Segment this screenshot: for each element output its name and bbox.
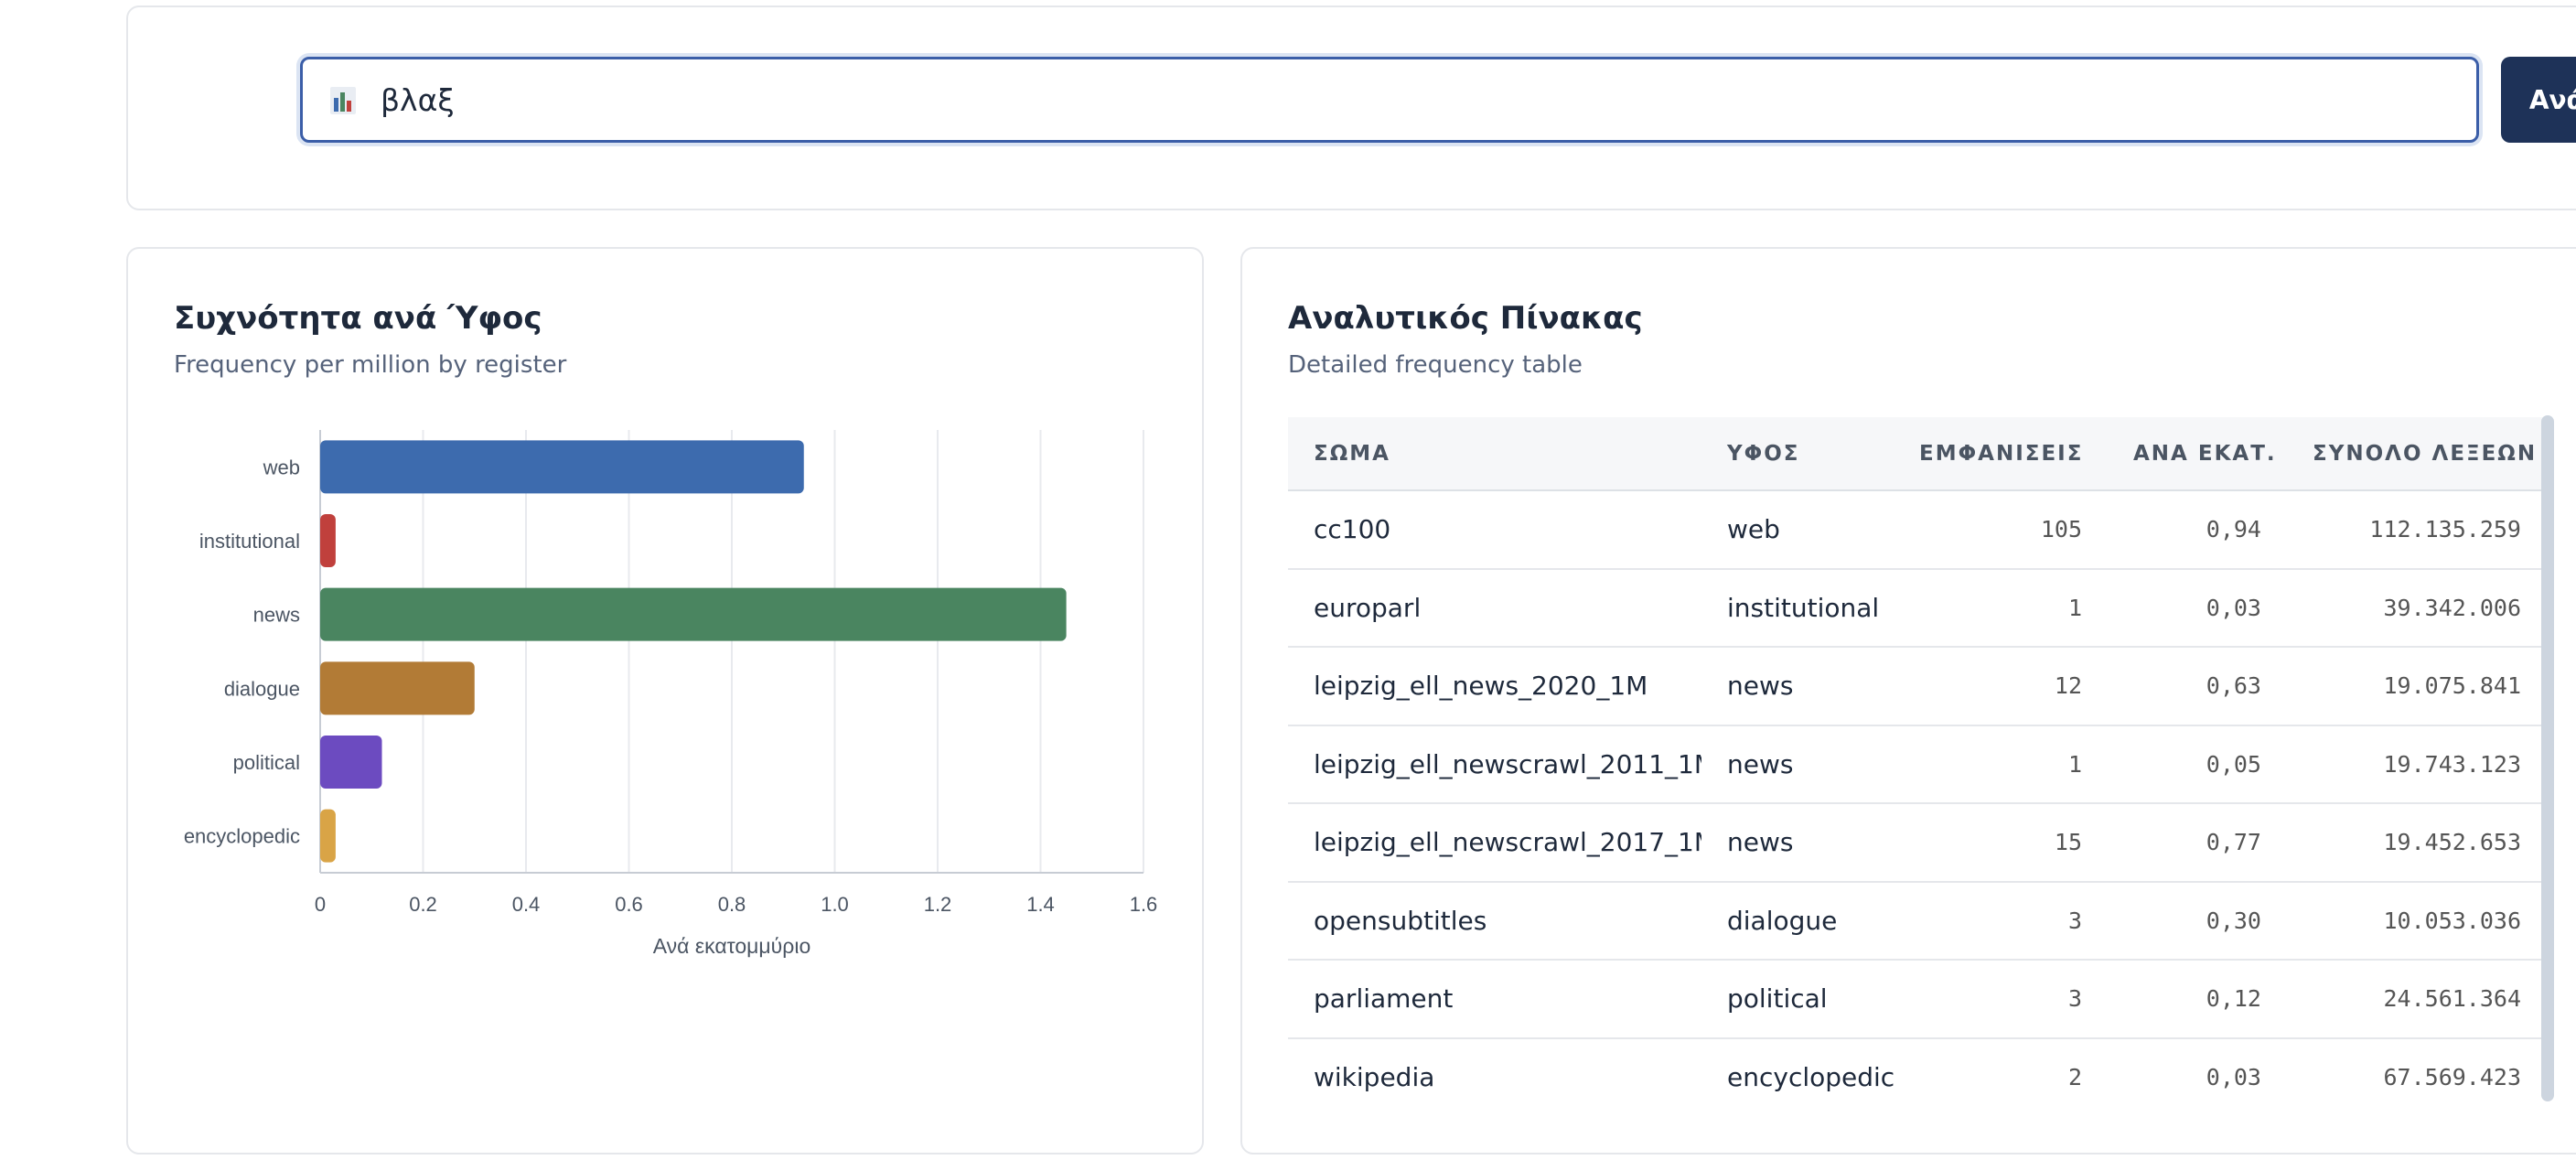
cell-total-words: 67.569.423 xyxy=(2383,1064,2521,1091)
cell-corpus: cc100 xyxy=(1288,490,1701,570)
cell-occurrences: 2 xyxy=(2067,1064,2082,1091)
cell-register: encyclopedic xyxy=(1727,1062,1894,1093)
cell-corpus: parliament xyxy=(1288,960,1701,1039)
x-tick-label: 1.2 xyxy=(924,893,952,916)
search-field[interactable] xyxy=(300,57,2479,143)
cell-occurrences: 105 xyxy=(1894,490,2108,570)
category-label: dialogue xyxy=(224,677,300,700)
cell-register: dialogue xyxy=(1701,881,1894,961)
cell-corpus: leipzig_ell_newscrawl_2011_1M xyxy=(1288,725,1701,804)
cell-per-million: 0,03 xyxy=(2108,568,2287,648)
x-tick-label: 1.4 xyxy=(1026,893,1055,916)
cell-occurrences: 15 xyxy=(1894,803,2108,883)
x-tick-label: 0.8 xyxy=(718,893,746,916)
table-card: Αναλυτικός Πίνακας Detailed frequency ta… xyxy=(1240,247,2576,1155)
x-tick-label: 1.6 xyxy=(1130,893,1158,916)
table-row: wikipedia encyclopedic 2 0,03 67.569.423 xyxy=(1288,1038,2547,1117)
cell-corpus: europarl xyxy=(1288,568,1701,648)
table-row: leipzig_ell_newscrawl_2017_1M news 15 0,77 1… xyxy=(1288,803,2547,883)
cell-total-words: 10.053.036 xyxy=(2287,881,2547,961)
cell-occurrences: 3 xyxy=(1894,960,2108,1039)
chart-title: Συχνότητα ανά Ύφος xyxy=(174,300,542,337)
column-header-register[interactable]: ΥΦΟΣ xyxy=(1701,417,1894,491)
cell-occurrences: 1 xyxy=(1894,725,2108,804)
cell-register: political xyxy=(1701,960,1894,1039)
cell-total-words: 19.075.841 xyxy=(2287,647,2547,726)
cell-occurrences: 12 xyxy=(1894,647,2108,726)
category-label: news xyxy=(253,604,300,627)
column-header-occurrences[interactable]: ΕΜΦΑΝΙΣΕΙΣ xyxy=(1894,417,2108,491)
cell-total-words: 39.342.006 xyxy=(2287,568,2547,648)
register-bar-chart: 0 0.2 0.4 0.6 0.8 1.0 1.2 1.4 1.6 web institutiona… xyxy=(184,430,1158,958)
category-label: political xyxy=(233,751,300,774)
cell-total-words: 19.743.123 xyxy=(2287,725,2547,804)
cell-per-million: 0,77 xyxy=(2108,803,2287,883)
table-row: cc100 web 105 0,94 112.135.259 xyxy=(1288,490,2547,570)
table-title: Αναλυτικός Πίνακας xyxy=(1288,300,1643,337)
cell-per-million: 0,30 xyxy=(2108,881,2287,961)
cell-register: news xyxy=(1701,803,1894,883)
chart-card: Συχνότητα ανά Ύφος Frequency per million… xyxy=(126,247,1204,1155)
cell-per-million: 0,63 xyxy=(2108,647,2287,726)
search-input[interactable] xyxy=(381,72,2393,127)
cell-occurrences: 1 xyxy=(1894,568,2108,648)
cell-total-words: 112.135.259 xyxy=(2287,490,2547,570)
frequency-table: ΣΩΜΑ ΥΦΟΣ ΕΜΦΑΝΙΣΕΙΣ ΑΝΑ ΕΚΑΤ. ΣΥΝΟΛΟ ΛΕ… xyxy=(1288,417,2547,1116)
x-tick-label: 0 xyxy=(315,893,326,916)
cell-per-million: 0,03 xyxy=(2206,1064,2261,1091)
table-row: opensubtitles dialogue 3 0,30 10.053.036 xyxy=(1288,881,2547,961)
cell-per-million: 0,05 xyxy=(2108,725,2287,804)
cell-corpus: opensubtitles xyxy=(1288,881,1701,961)
category-label: institutional xyxy=(199,530,300,553)
x-axis-title: Ανά εκατομμύριο xyxy=(653,934,811,958)
table-row: europarl institutional 1 0,03 39.342.006 xyxy=(1288,568,2547,648)
table-subtitle: Detailed frequency table xyxy=(1288,351,1583,379)
x-tick-label: 0.6 xyxy=(615,893,643,916)
cell-per-million: 0,94 xyxy=(2108,490,2287,570)
bar-news[interactable] xyxy=(320,587,1067,641)
x-tick-label: 0.4 xyxy=(512,893,541,916)
table-header-row: ΣΩΜΑ ΥΦΟΣ ΕΜΦΑΝΙΣΕΙΣ ΑΝΑ ΕΚΑΤ. ΣΥΝΟΛΟ ΛΕ… xyxy=(1288,417,2547,491)
cell-occurrences: 3 xyxy=(1894,881,2108,961)
cell-register: news xyxy=(1701,647,1894,726)
cell-register: web xyxy=(1701,490,1894,570)
bar-web[interactable] xyxy=(320,440,804,494)
cell-register: institutional xyxy=(1701,568,1894,648)
category-label: encyclopedic xyxy=(184,825,300,848)
table-scrollbar[interactable] xyxy=(2541,415,2554,1101)
bar-encyclopedic[interactable] xyxy=(320,809,336,863)
table-row: leipzig_ell_news_2020_1M news 12 0,63 19.075… xyxy=(1288,647,2547,726)
cell-corpus: leipzig_ell_newscrawl_2017_1M xyxy=(1288,803,1701,883)
cell-per-million: 0,12 xyxy=(2108,960,2287,1039)
cell-register: news xyxy=(1701,725,1894,804)
cell-total-words: 24.561.364 xyxy=(2287,960,2547,1039)
cell-corpus: wikipedia xyxy=(1314,1062,1435,1093)
category-label: web xyxy=(263,456,300,478)
cell-total-words: 19.452.653 xyxy=(2287,803,2547,883)
cell-corpus: leipzig_ell_news_2020_1M xyxy=(1288,647,1701,726)
table-row: leipzig_ell_newscrawl_2011_1M news 1 0,05 19… xyxy=(1288,725,2547,804)
table-row: parliament political 3 0,12 24.561.364 xyxy=(1288,960,2547,1039)
search-card: Ανάλυση xyxy=(126,5,2576,210)
column-header-total-words[interactable]: ΣΥΝΟΛΟ ΛΕΞΕΩΝ xyxy=(2287,417,2547,491)
bar-dialogue[interactable] xyxy=(320,661,475,715)
column-header-corpus[interactable]: ΣΩΜΑ xyxy=(1288,417,1701,491)
column-header-per-million[interactable]: ΑΝΑ ΕΚΑΤ. xyxy=(2108,417,2287,491)
bar-political[interactable] xyxy=(320,736,382,789)
x-tick-label: 1.0 xyxy=(821,893,849,916)
analyze-button[interactable]: Ανάλυση xyxy=(2501,57,2576,143)
chart-subtitle: Frequency per million by register xyxy=(174,351,567,379)
bar-institutional[interactable] xyxy=(320,514,336,567)
bar-chart-icon xyxy=(330,87,356,114)
x-tick-label: 0.2 xyxy=(409,893,437,916)
